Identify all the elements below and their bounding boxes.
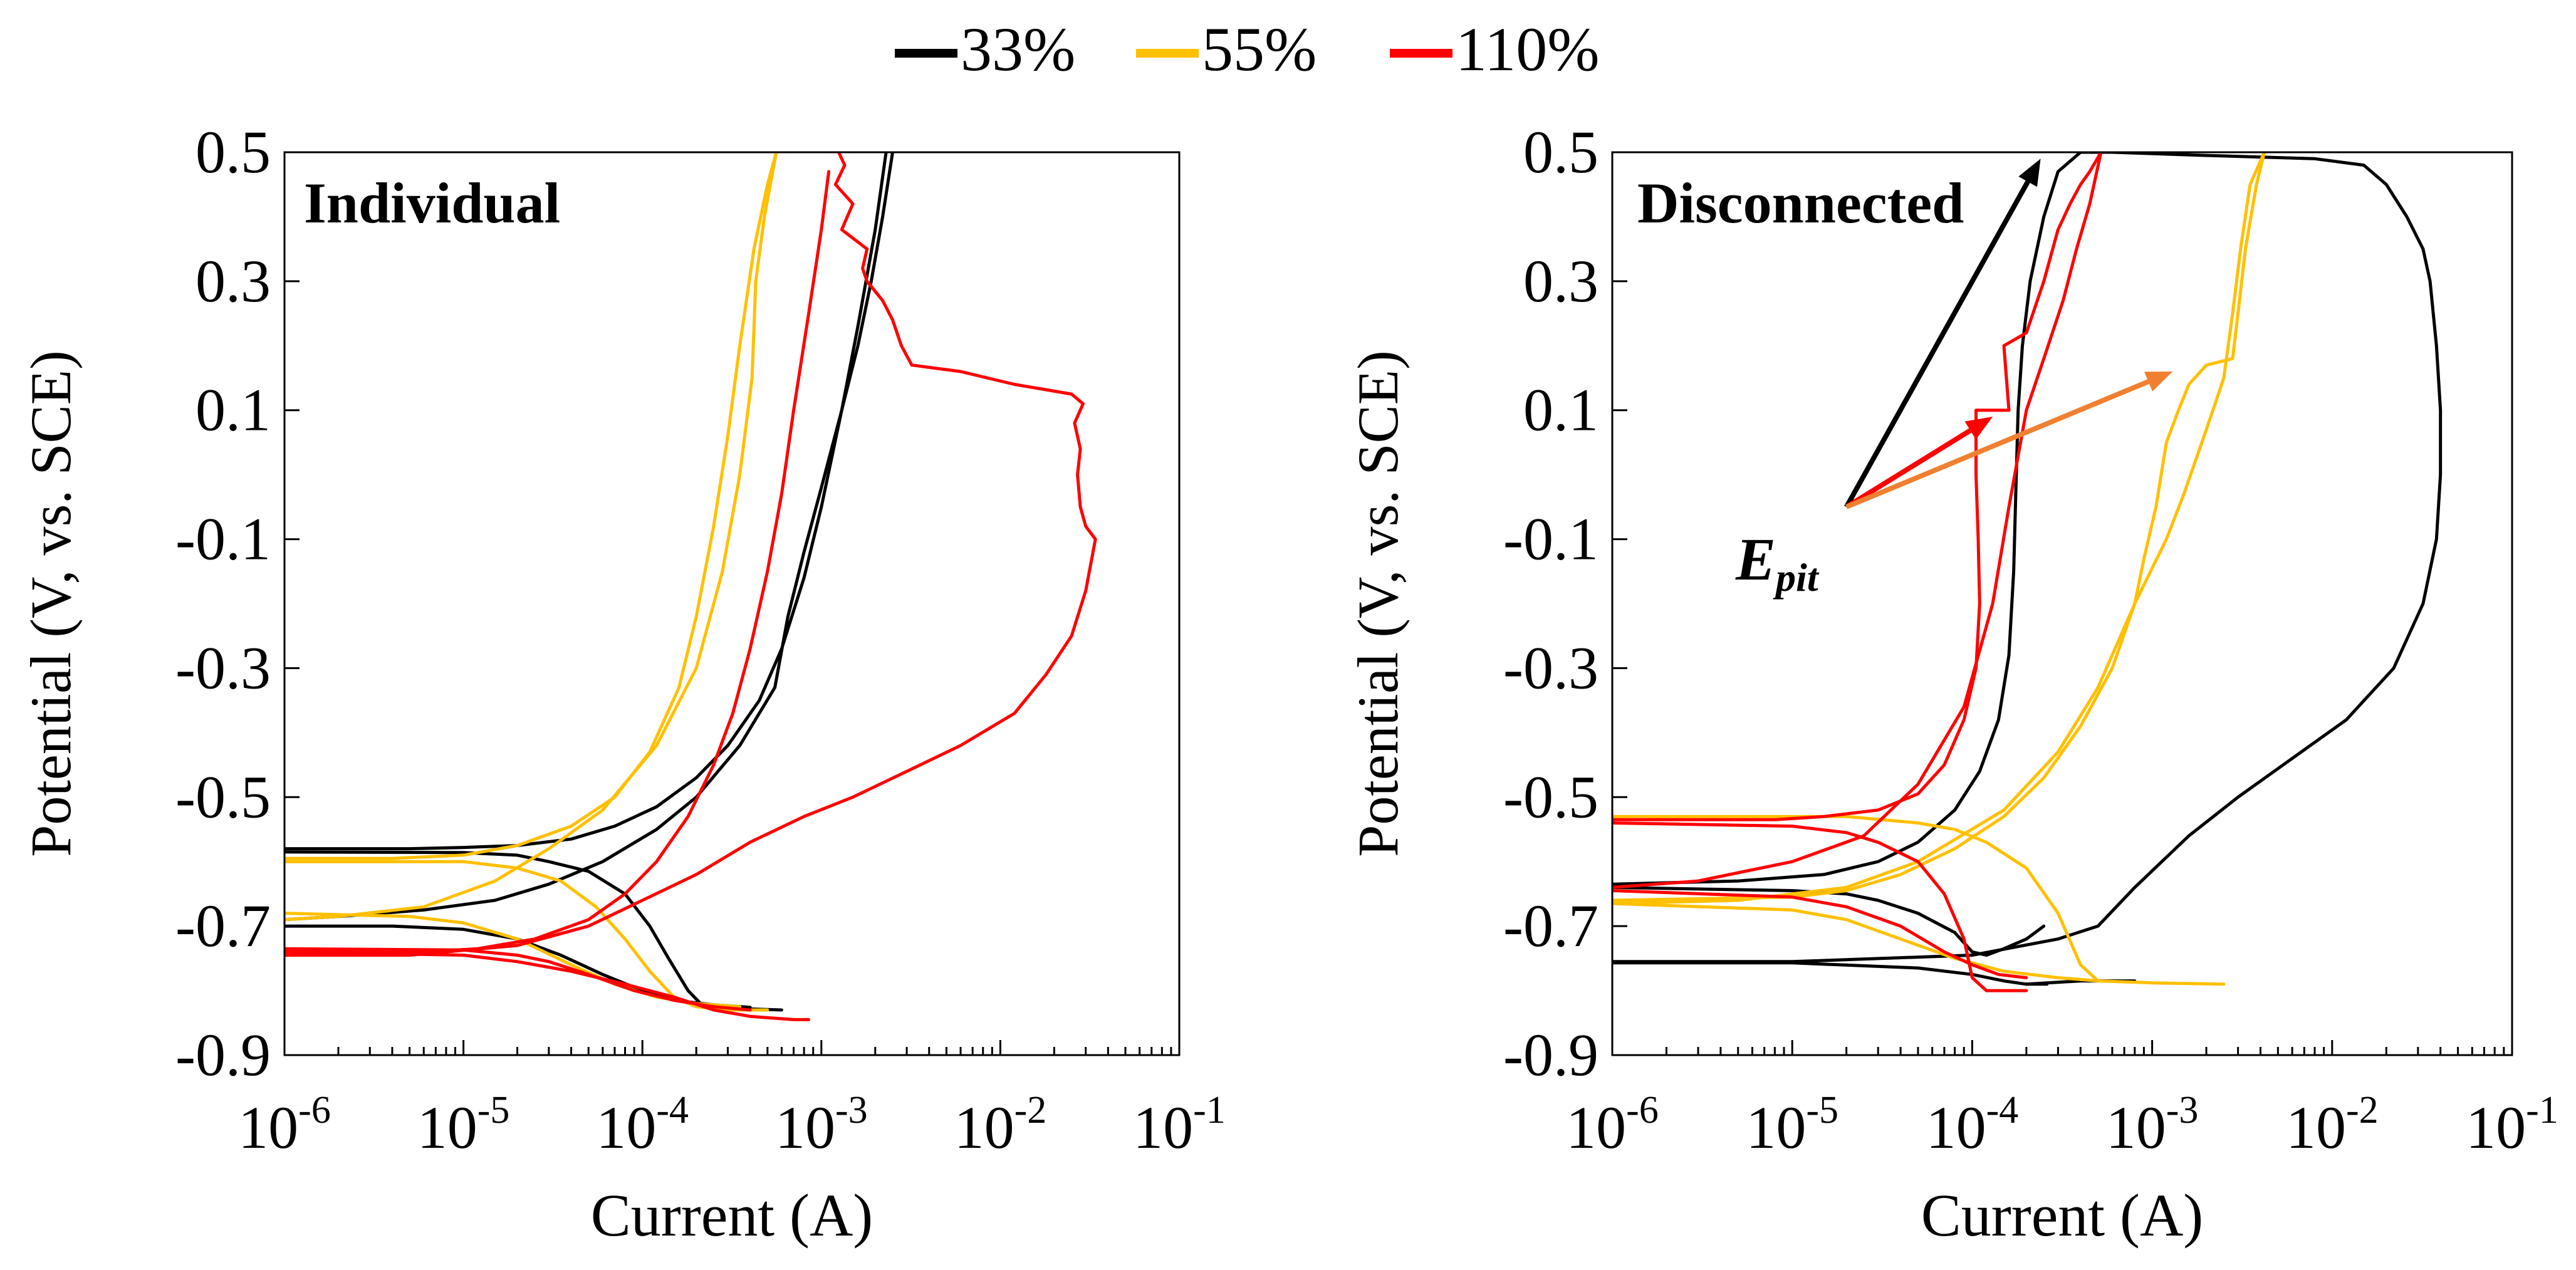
- series-line-110pct-1: [284, 152, 1097, 957]
- x-tick-label: 10-1: [2466, 1089, 2558, 1161]
- y-tick-label: 0.5: [1523, 118, 1598, 185]
- series-line-55pct-2: [1612, 815, 2226, 986]
- y-tick-label: 0.5: [196, 118, 271, 185]
- x-tick-label: 10-3: [775, 1089, 868, 1161]
- y-tick-label: 0.3: [1523, 247, 1598, 315]
- legend-label-0: 33%: [961, 14, 1075, 84]
- series-line-110pct-3: [284, 947, 752, 1012]
- x-tick-label: 10-3: [2106, 1089, 2199, 1161]
- series-line-110pct-3: [1612, 889, 2028, 979]
- plot-frame: [1611, 151, 2513, 1056]
- x-tick-label: 10-5: [417, 1089, 510, 1161]
- x-tick-label: 10-5: [1746, 1089, 1838, 1161]
- y-axis-label: Potential (V, vs. SCE): [19, 350, 83, 856]
- x-tick-label: 10-6: [1566, 1089, 1659, 1161]
- series-55pct: [284, 152, 778, 1012]
- series-33pct: [284, 152, 894, 1012]
- series-line-110pct-0: [1612, 152, 2103, 821]
- y-axis-label: Potential (V, vs. SCE): [1346, 350, 1410, 856]
- series-line-55pct-1: [284, 152, 778, 922]
- y-tick-label: -0.3: [1503, 634, 1598, 701]
- y-tick-label: -0.3: [175, 634, 271, 701]
- y-tick-label: -0.7: [1503, 892, 1598, 959]
- series-line-110pct-2: [1612, 821, 2028, 992]
- epit-arrow-0: [1844, 159, 2041, 509]
- y-tick-label: -0.5: [1503, 763, 1598, 830]
- x-tick-label: 10-2: [2286, 1089, 2379, 1161]
- y-tick-label: 0.1: [196, 377, 271, 444]
- series-110pct: [284, 152, 1097, 1021]
- series-line-33pct-2: [284, 850, 783, 1012]
- series-110pct: [1612, 152, 2103, 992]
- legend-label-1: 55%: [1202, 14, 1317, 84]
- y-tick-label: 0.1: [1523, 377, 1598, 444]
- legend-label-2: 110%: [1456, 14, 1600, 84]
- series-line-110pct-2: [284, 950, 811, 1021]
- panel-label: Disconnected: [1637, 171, 1964, 235]
- series-line-110pct-0: [284, 170, 831, 954]
- series-line-110pct-1: [1612, 152, 2103, 889]
- series-line-55pct-2: [284, 860, 769, 1012]
- x-tick-label: 10-4: [596, 1089, 689, 1161]
- plot-frame: [283, 151, 1181, 1056]
- series-line-33pct-1: [1612, 885, 2046, 957]
- x-tick-label: 10-2: [954, 1089, 1047, 1161]
- y-tick-label: -0.7: [175, 892, 271, 959]
- epit-arrow-2: [1845, 371, 2173, 509]
- x-tick-label: 10-4: [1926, 1089, 2019, 1161]
- legend: 33% 55% 110%: [895, 14, 1600, 84]
- series-line-55pct-0: [284, 152, 778, 860]
- series-line-33pct-1: [284, 152, 894, 922]
- series-line-33pct-0: [284, 152, 888, 851]
- epit-annotation: Epit: [1735, 526, 1820, 600]
- y-tick-label: -0.9: [175, 1021, 271, 1088]
- series-line-33pct-0: [1612, 152, 2443, 964]
- series-line-55pct-1: [1612, 152, 2266, 905]
- x-axis-label: Current (A): [591, 1182, 873, 1249]
- x-tick-label: 10-1: [1133, 1089, 1226, 1161]
- x-axis-label: Current (A): [1921, 1182, 2204, 1249]
- x-tick-label: 10-6: [238, 1089, 331, 1161]
- epit-arrow-1: [1845, 417, 1993, 509]
- chart-panel-disconnected: 10-6 10-5 10-4 10-3 10-2 10-1 0.5 0.3 0.1 -0.1 -0.…: [1346, 118, 2558, 1249]
- series-line-55pct-0: [1612, 152, 2266, 902]
- y-tick-label: -0.5: [175, 763, 271, 830]
- series-line-55pct-3: [1612, 902, 2100, 983]
- series-55pct: [1612, 152, 2266, 986]
- chart-panel-individual: 10-6 10-5 10-4 10-3 10-2 10-1 0.5 0.3 0.1 -0.1 -0.…: [19, 118, 1226, 1249]
- y-tick-label: 0.3: [196, 247, 271, 315]
- y-tick-label: -0.1: [175, 506, 271, 573]
- y-tick-label: -0.1: [1503, 506, 1598, 573]
- panel-label: Individual: [304, 171, 560, 235]
- y-tick-label: -0.9: [1503, 1021, 1598, 1088]
